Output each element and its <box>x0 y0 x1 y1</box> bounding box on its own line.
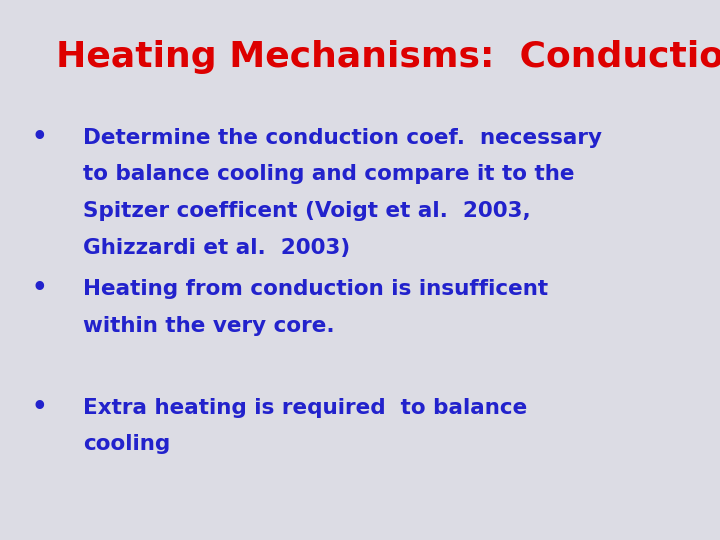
Text: Ghizzardi et al.  2003): Ghizzardi et al. 2003) <box>83 238 350 258</box>
Text: •: • <box>31 393 48 422</box>
Text: •: • <box>31 274 48 303</box>
Text: Heating from conduction is insufficent: Heating from conduction is insufficent <box>83 279 548 299</box>
Text: •: • <box>31 123 48 152</box>
Text: Heating Mechanisms:  Conduction: Heating Mechanisms: Conduction <box>56 40 720 73</box>
Text: Spitzer coefficent (Voigt et al.  2003,: Spitzer coefficent (Voigt et al. 2003, <box>83 201 531 221</box>
Text: within the very core.: within the very core. <box>83 315 334 336</box>
Text: Determine the conduction coef.  necessary: Determine the conduction coef. necessary <box>83 127 602 148</box>
Text: Extra heating is required  to balance: Extra heating is required to balance <box>83 397 527 418</box>
Text: cooling: cooling <box>83 434 170 455</box>
Text: to balance cooling and compare it to the: to balance cooling and compare it to the <box>83 164 575 185</box>
